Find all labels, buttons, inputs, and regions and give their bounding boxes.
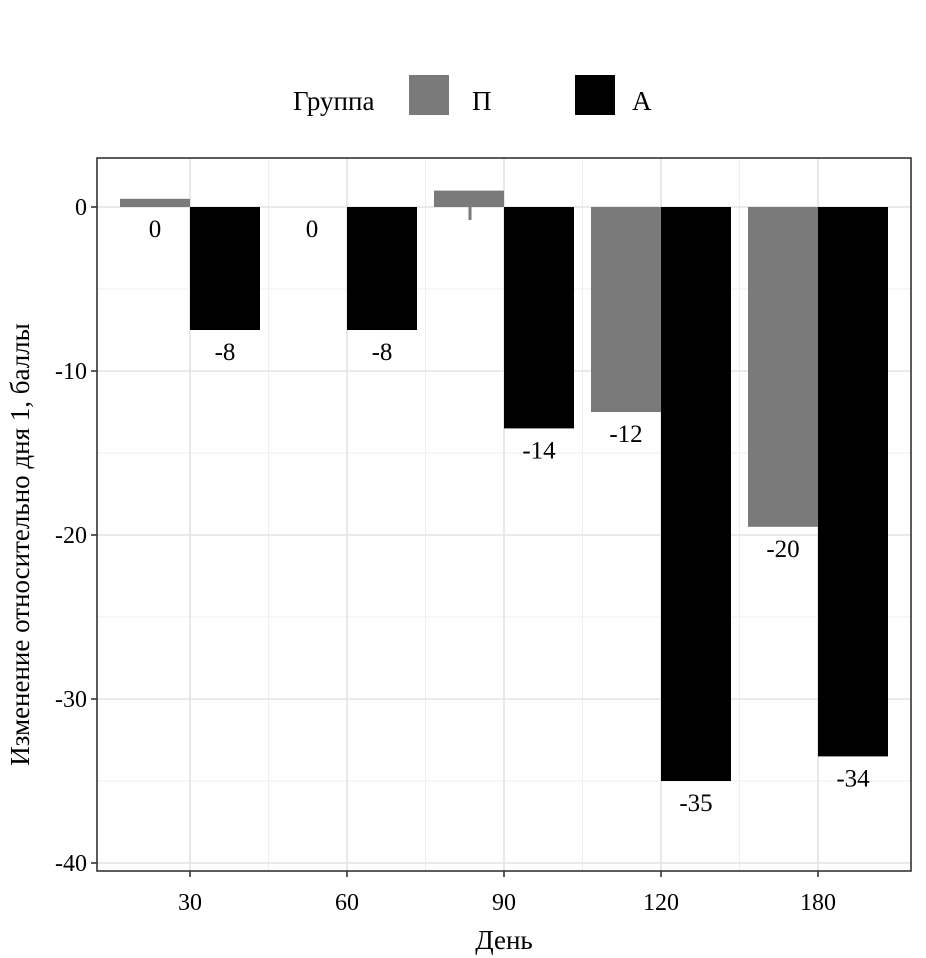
bar-label: -14 (522, 437, 556, 464)
bars (120, 190, 888, 781)
bar-p-30 (120, 198, 190, 207)
bar-label: -20 (766, 536, 799, 563)
legend-title: Группа (293, 86, 374, 116)
y-axis: 0 -10 -20 -30 -40 (55, 195, 97, 877)
x-tick-label: 120 (643, 890, 679, 916)
y-tick-label: 0 (75, 195, 87, 221)
bar-label: -34 (836, 765, 870, 792)
bar-label: 0 (149, 216, 162, 243)
bar-a-180 (818, 207, 888, 757)
bar-label: -12 (609, 421, 642, 448)
y-tick-label: -20 (55, 523, 87, 549)
x-tick-label: 30 (178, 890, 202, 916)
legend: Группа П А (293, 75, 652, 116)
legend-key-a (575, 75, 615, 115)
bar-label: 0 (306, 216, 319, 243)
legend-label-p: П (472, 86, 492, 116)
legend-label-a: А (632, 86, 652, 116)
y-axis-title: Изменение относительно дня 1, баллы (5, 323, 35, 766)
x-tick-label: 60 (335, 890, 359, 916)
bar-p-180 (748, 207, 818, 527)
bar-p-120 (591, 207, 661, 412)
y-tick-label: -30 (55, 687, 87, 713)
x-axis-title: День (475, 925, 533, 955)
y-tick-label: -10 (55, 359, 87, 385)
bar-a-30 (190, 207, 260, 330)
bar-a-120 (661, 207, 731, 781)
bar-labels: 0 0 -12 -20 -8 -8 -14 -35 -34 (149, 216, 870, 817)
bar-label: -35 (679, 790, 712, 817)
x-axis: 30 60 90 120 180 (178, 871, 836, 916)
bar-label: -8 (215, 339, 236, 366)
bar-a-90 (504, 207, 574, 429)
x-tick-label: 180 (800, 890, 836, 916)
x-tick-label: 90 (492, 890, 516, 916)
bar-label: -8 (372, 339, 393, 366)
bar-a-60 (347, 207, 417, 330)
y-tick-label: -40 (55, 851, 87, 877)
legend-key-p (409, 75, 449, 115)
